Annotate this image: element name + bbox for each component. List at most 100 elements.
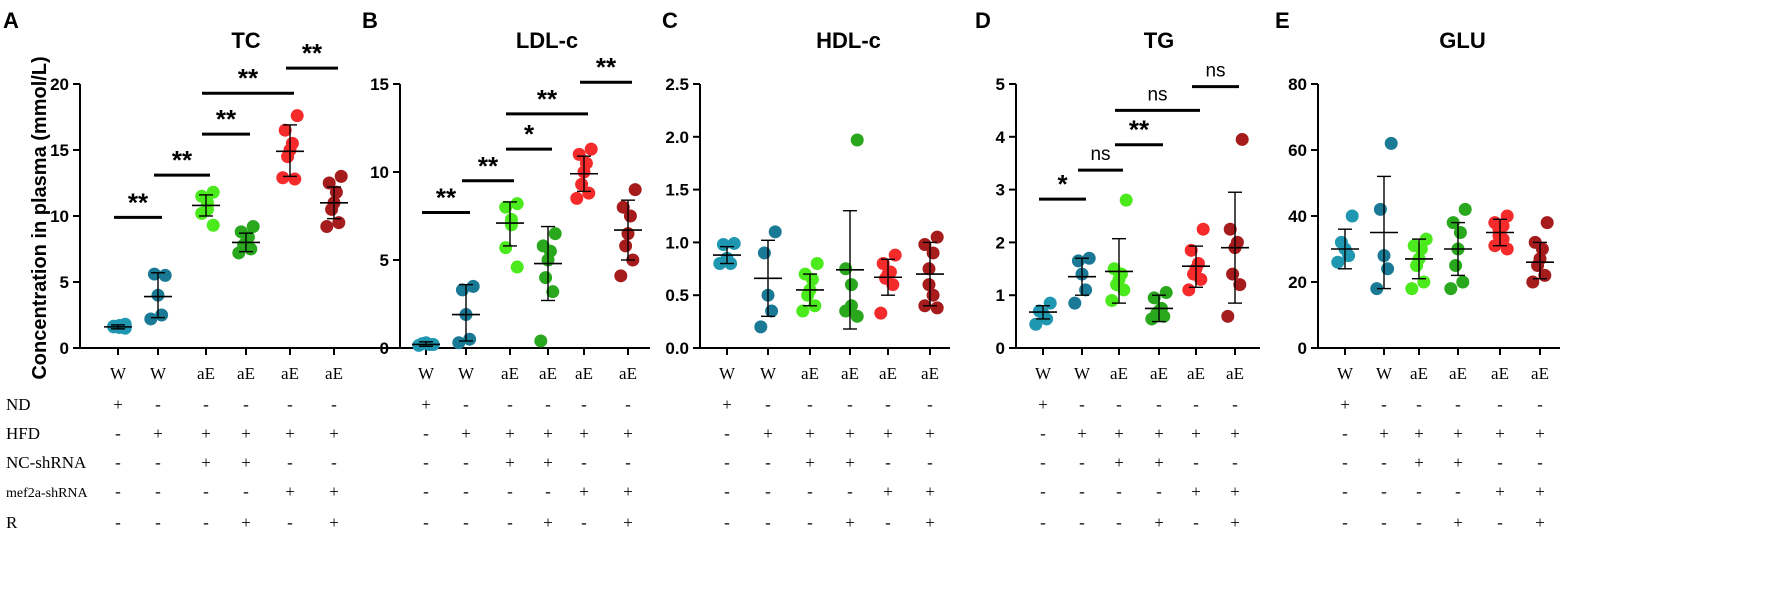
y-tick-label: 5 <box>996 75 1005 94</box>
significance-label: ns <box>1147 84 1167 105</box>
treatment-symbol: - <box>115 453 121 472</box>
data-point <box>1456 275 1470 289</box>
treatment-symbol: - <box>1232 395 1238 414</box>
data-point <box>1068 296 1082 310</box>
y-tick-label: 40 <box>1288 207 1307 226</box>
treatment-symbol: - <box>1537 395 1543 414</box>
treatment-symbol: - <box>331 453 337 472</box>
treatment-symbol: + <box>241 453 251 472</box>
data-point <box>839 304 853 318</box>
data-point <box>584 142 598 156</box>
data-point <box>329 185 343 199</box>
series-4 <box>232 220 260 260</box>
panel-letter: A <box>3 8 19 33</box>
data-point <box>918 238 932 252</box>
data-point <box>320 220 334 234</box>
treatment-symbol: - <box>1497 513 1503 532</box>
treatment-symbol: - <box>847 482 853 501</box>
data-point <box>1029 317 1043 331</box>
treatment-symbol: - <box>423 424 429 443</box>
x-tick-label: W <box>1035 364 1052 383</box>
treatment-symbol: - <box>724 453 730 472</box>
data-point <box>619 239 633 253</box>
data-point <box>504 218 518 232</box>
series-6 <box>614 183 642 283</box>
significance-label: * <box>524 119 535 149</box>
treatment-symbol: - <box>203 395 209 414</box>
treatment-symbol: - <box>1193 453 1199 472</box>
treatment-symbol: + <box>1379 424 1389 443</box>
treatment-symbol: + <box>1191 482 1201 501</box>
treatment-symbol: + <box>623 513 633 532</box>
row-label-nc-shrna: NC-shRNA <box>6 453 87 472</box>
series-6 <box>1221 132 1249 323</box>
data-point <box>278 123 292 137</box>
series-1 <box>412 336 440 352</box>
x-tick-label: aE <box>197 364 215 383</box>
series-4 <box>1145 286 1173 326</box>
y-tick-label: 2 <box>996 233 1005 252</box>
treatment-symbol: - <box>1381 482 1387 501</box>
treatment-symbol: - <box>155 395 161 414</box>
x-tick-label: aE <box>1226 364 1244 383</box>
treatment-symbol: + <box>1230 482 1240 501</box>
treatment-symbol: - <box>1116 482 1122 501</box>
treatment-symbol: - <box>1079 395 1085 414</box>
treatment-symbol: - <box>1193 513 1199 532</box>
data-point <box>768 225 782 239</box>
treatment-symbol: - <box>115 424 121 443</box>
treatment-symbol: - <box>1079 482 1085 501</box>
significance-label: ns <box>1090 144 1110 165</box>
data-point <box>582 186 596 200</box>
data-point <box>534 334 548 348</box>
x-tick-label: aE <box>841 364 859 383</box>
y-tick-label: 15 <box>50 141 69 160</box>
treatment-symbol: - <box>724 513 730 532</box>
series-2 <box>144 267 172 326</box>
data-point <box>888 248 902 262</box>
treatment-symbol: - <box>1342 513 1348 532</box>
y-tick-label: 15 <box>370 75 389 94</box>
treatment-symbol: - <box>847 395 853 414</box>
y-tick-label: 10 <box>370 163 389 182</box>
treatment-symbol: - <box>423 482 429 501</box>
treatment-symbol: + <box>1230 513 1240 532</box>
panel-title: GLU <box>1439 28 1485 53</box>
data-point <box>1342 249 1356 263</box>
data-point <box>455 283 469 297</box>
data-point <box>850 133 864 147</box>
y-tick-label: 80 <box>1288 75 1307 94</box>
treatment-symbol: - <box>1342 424 1348 443</box>
treatment-symbol: + <box>1495 482 1505 501</box>
treatment-symbol: + <box>1535 513 1545 532</box>
treatment-symbol: + <box>1077 424 1087 443</box>
treatment-symbol: + <box>461 424 471 443</box>
panel-title: TC <box>231 28 260 53</box>
treatment-symbol: + <box>722 395 732 414</box>
data-point <box>290 109 304 123</box>
series-6 <box>1526 216 1554 289</box>
significance-label: ** <box>537 84 558 114</box>
treatment-symbol: + <box>1114 424 1124 443</box>
series-4 <box>1444 202 1472 296</box>
data-point <box>1500 242 1514 256</box>
y-tick-label: 3 <box>996 181 1005 200</box>
x-tick-label: W <box>1337 364 1354 383</box>
y-tick-label: 10 <box>50 207 69 226</box>
significance-label: ** <box>596 52 617 82</box>
data-point <box>1182 283 1196 297</box>
treatment-symbol: + <box>201 424 211 443</box>
series-2 <box>452 279 480 350</box>
treatment-symbol: - <box>807 513 813 532</box>
data-point <box>325 202 339 216</box>
treatment-symbol: - <box>1040 513 1046 532</box>
x-tick-label: aE <box>1491 364 1509 383</box>
treatment-symbol: - <box>1381 513 1387 532</box>
treatment-symbol: - <box>765 453 771 472</box>
treatment-symbol: - <box>1416 482 1422 501</box>
data-point <box>930 301 944 315</box>
panel-letter: B <box>362 8 378 33</box>
data-point <box>926 246 940 260</box>
